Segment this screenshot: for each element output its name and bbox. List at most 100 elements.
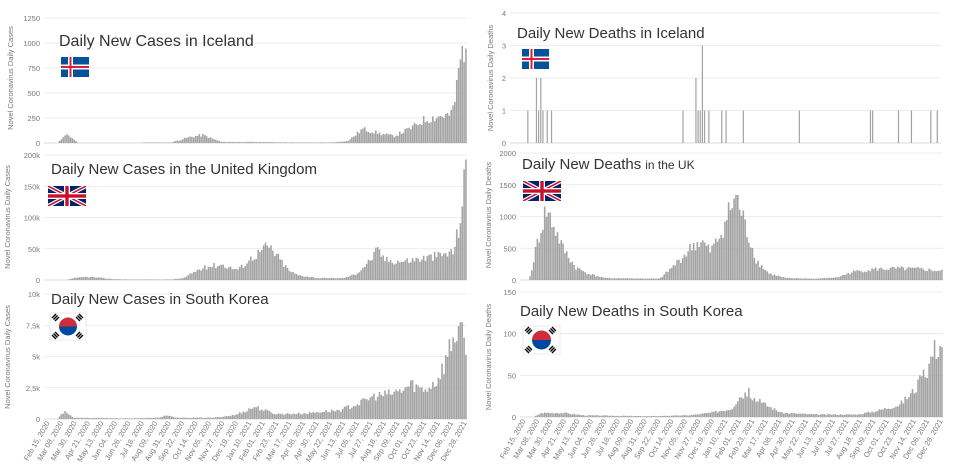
bar: [885, 269, 888, 280]
bar: [257, 406, 259, 419]
bar: [911, 267, 914, 280]
bar: [786, 413, 789, 417]
bar: [683, 415, 686, 417]
bar: [589, 275, 592, 280]
bar: [128, 279, 131, 280]
bar: [354, 275, 357, 280]
bar: [536, 415, 539, 417]
bar: [860, 271, 862, 280]
bar: [828, 414, 831, 417]
bar: [242, 267, 245, 280]
bar: [286, 413, 289, 419]
bar: [204, 265, 206, 280]
bar: [312, 412, 315, 419]
bar: [676, 415, 678, 417]
bar: [409, 262, 412, 280]
bar: [860, 414, 862, 417]
bar: [567, 413, 570, 417]
bar: [369, 397, 372, 419]
bar: [352, 405, 355, 419]
bar: [862, 414, 864, 417]
bar: [681, 415, 684, 417]
bar: [665, 415, 667, 417]
bar: [411, 125, 414, 143]
bar: [863, 412, 866, 417]
bar: [698, 414, 700, 417]
bar: [268, 247, 270, 280]
bar: [319, 412, 322, 419]
bar: [751, 248, 754, 280]
bar: [806, 278, 809, 280]
bar: [218, 141, 221, 143]
bar: [310, 276, 313, 280]
bar: [674, 415, 677, 417]
bar: [433, 386, 436, 419]
bar: [371, 396, 373, 419]
bar: [202, 268, 204, 280]
bar: [82, 277, 85, 280]
bar: [611, 415, 614, 417]
bar: [345, 276, 348, 280]
bar: [931, 271, 934, 280]
bar: [600, 276, 603, 280]
bar: [737, 401, 739, 417]
bar: [226, 142, 228, 143]
bar: [656, 278, 658, 280]
bar: [215, 417, 217, 419]
bar: [62, 137, 64, 143]
y-tick-label: 1: [502, 107, 506, 116]
bar: [308, 277, 311, 280]
bar: [702, 240, 704, 280]
bar: [806, 414, 809, 417]
bar: [238, 141, 241, 143]
bar: [209, 266, 212, 280]
bar: [137, 279, 140, 280]
bar: [288, 413, 291, 419]
bar: [749, 247, 752, 280]
bar: [270, 412, 272, 419]
bar: [202, 417, 204, 419]
bar: [395, 135, 397, 143]
bar: [862, 272, 864, 280]
bar: [768, 406, 770, 417]
y-tick-label: 10k: [28, 290, 40, 299]
bar: [71, 138, 74, 143]
bar: [803, 278, 805, 280]
bar: [343, 278, 346, 280]
bar: [299, 275, 302, 280]
bar: [845, 414, 848, 417]
iceland-flag: [522, 49, 549, 69]
bar: [553, 413, 555, 417]
bar: [88, 277, 90, 280]
chart-title: Daily New Deaths in Iceland: [517, 25, 705, 42]
bar: [928, 363, 930, 417]
bar: [904, 270, 906, 280]
bar: [538, 242, 540, 280]
bar: [713, 411, 715, 417]
bar: [527, 110, 529, 143]
bar: [668, 415, 671, 417]
bar: [748, 242, 750, 280]
bar: [702, 413, 704, 417]
bar: [408, 386, 410, 419]
bar: [75, 141, 77, 143]
bar: [205, 417, 208, 419]
bar: [659, 415, 662, 417]
bar: [284, 265, 287, 280]
bar: [159, 417, 162, 419]
bar: [264, 142, 267, 143]
bar: [334, 411, 337, 419]
bar: [759, 266, 761, 280]
bar: [220, 141, 223, 143]
bar: [334, 142, 337, 143]
bar: [194, 417, 197, 419]
y-axis-title: Novel Coronavirus Daily Deaths: [484, 304, 493, 411]
bar: [73, 139, 75, 143]
bar: [106, 418, 109, 419]
bar: [450, 249, 453, 280]
bar: [920, 376, 923, 417]
bar: [760, 402, 763, 417]
bar: [181, 139, 184, 143]
bar: [112, 418, 114, 419]
bar: [771, 275, 774, 280]
